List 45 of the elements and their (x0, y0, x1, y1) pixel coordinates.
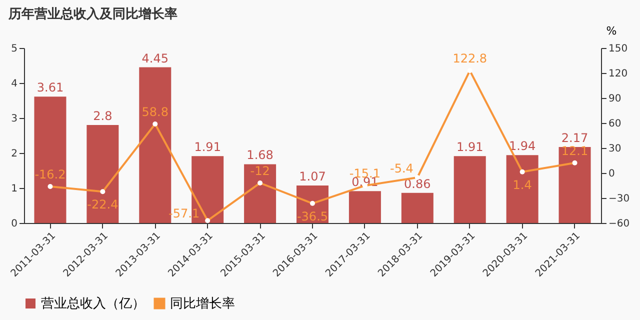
data-label: -12 (250, 164, 270, 178)
y2-tick-label: −30 (608, 194, 630, 204)
bar (86, 125, 119, 223)
bar (348, 191, 381, 223)
data-label: -22.4 (87, 198, 118, 212)
bar (401, 192, 434, 223)
bar (244, 164, 276, 223)
y2-tick-label: −60 (608, 218, 630, 230)
y-tick-label: 1 (11, 184, 18, 194)
y2-tick-label: 90 (608, 94, 622, 104)
data-label: -36.5 (296, 209, 328, 224)
y2-tick-label: 120 (608, 68, 628, 80)
bar (34, 96, 66, 223)
data-label: 1.91 (456, 140, 484, 154)
y-tick-label: 0 (11, 218, 18, 230)
data-label: -16.2 (34, 168, 66, 182)
bar (506, 155, 538, 223)
chart-title: 历年营业总收入及同比增长率 (8, 6, 178, 22)
y-tick-label: 3 (11, 114, 18, 124)
y-tick-label: 5 (11, 44, 18, 54)
data-label: 0.86 (404, 176, 431, 191)
data-label: 122.8 (452, 52, 488, 66)
y2-tick-label: 30 (608, 144, 622, 154)
bar (558, 147, 591, 223)
data-label: 2.8 (93, 109, 112, 123)
y-tick-label: 2 (11, 148, 18, 160)
legend-label: 同比增长率 (170, 296, 235, 312)
y-tick-label: 4 (11, 78, 18, 90)
data-label: 1.07 (299, 170, 326, 184)
data-label: 1.94 (508, 139, 536, 154)
data-label: 58.8 (142, 105, 168, 119)
data-label: 2.17 (561, 131, 588, 146)
data-label: 4.45 (142, 51, 168, 66)
data-label: 1.4 (512, 178, 532, 192)
y2-tick-label: 150 (608, 44, 628, 54)
data-label: 1.68 (246, 148, 274, 162)
y2-tick-label: 60 (608, 118, 622, 130)
bar (454, 156, 486, 223)
data-label: 1.91 (194, 140, 221, 154)
data-label: 3.61 (36, 80, 64, 95)
data-label: 12.1 (561, 144, 588, 158)
legend-label: 营业总收入（亿） (41, 296, 145, 312)
y2-tick-label: 0 (608, 168, 615, 180)
y2-axis-title: % (606, 24, 617, 38)
data-label: -5.4 (390, 162, 414, 176)
